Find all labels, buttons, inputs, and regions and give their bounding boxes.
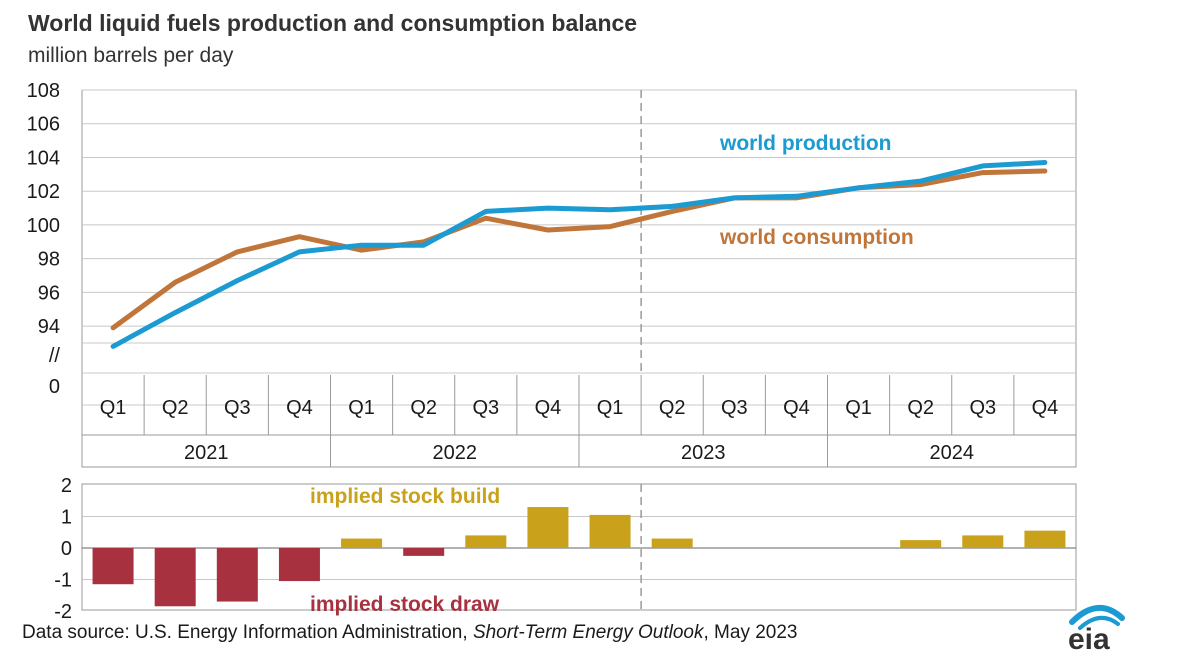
y-tick-label: 102: [27, 181, 60, 203]
bar-stock-draw: [403, 548, 445, 556]
year-label: 2024: [930, 442, 975, 464]
quarter-label: Q4: [535, 397, 562, 419]
source-suffix: , May 2023: [703, 622, 798, 643]
source-publication: Short-Term Energy Outlook: [472, 622, 704, 643]
y-tick-label: 0: [61, 538, 72, 560]
quarter-label: Q4: [1032, 397, 1059, 419]
data-source-note: Data source: U.S. Energy Information Adm…: [22, 622, 798, 644]
y-axis-break: //: [49, 345, 61, 367]
quarter-label: Q4: [286, 397, 313, 419]
series-label-production: world production: [719, 132, 891, 155]
bar-stock-build: [589, 514, 631, 548]
y-tick-label: 104: [27, 147, 60, 169]
top-y-axis: 108 106 104 102 100 98 96 94 // 0: [27, 80, 61, 398]
quarter-label: Q3: [721, 397, 748, 419]
y-tick-label: 0: [49, 376, 60, 398]
annotation-stock-draw: implied stock draw: [310, 593, 500, 616]
y-tick-label: 96: [38, 282, 60, 304]
quarter-label: Q2: [410, 397, 437, 419]
source-prefix: Data source: U.S. Energy Information Adm…: [22, 622, 473, 643]
bar-stock-build: [465, 535, 507, 548]
bottom-y-axis: 2 1 0 -1 -2: [54, 475, 72, 623]
bottom-plot-frame: [81, 483, 1077, 611]
series-line-production: [110, 160, 1048, 349]
year-label: 2022: [433, 442, 478, 464]
quarter-label: Q4: [783, 397, 810, 419]
y-tick-label: 2: [61, 475, 72, 497]
quarter-label: Q2: [659, 397, 686, 419]
top-gridlines: [81, 89, 1077, 468]
bar-stock-build: [1024, 530, 1066, 548]
series-label-consumption: world consumption: [719, 226, 914, 249]
bar-stock-build: [651, 538, 693, 548]
bar-stock-draw: [216, 548, 258, 602]
quarter-label: Q2: [907, 397, 934, 419]
quarter-label: Q1: [100, 397, 127, 419]
bottom-bars: [92, 507, 1066, 607]
bar-stock-draw: [278, 548, 320, 582]
year-label: 2021: [184, 442, 229, 464]
y-tick-label: -2: [54, 601, 72, 623]
quarter-label: Q1: [845, 397, 872, 419]
bar-stock-build: [962, 535, 1004, 548]
chart-subtitle: million barrels per day: [28, 44, 234, 67]
quarter-label: Q2: [162, 397, 189, 419]
y-tick-label: 100: [27, 215, 60, 237]
year-label: 2023: [681, 442, 726, 464]
bar-stock-draw: [92, 548, 134, 585]
y-tick-label: -1: [54, 570, 72, 592]
top-series-lines: [110, 160, 1048, 349]
chart-title: World liquid fuels production and consum…: [28, 10, 638, 36]
quarter-label: Q3: [969, 397, 996, 419]
bar-stock-build: [900, 540, 942, 548]
y-tick-label: 94: [38, 316, 60, 338]
quarter-label: Q1: [597, 397, 624, 419]
svg-text:eia: eia: [1068, 623, 1110, 652]
top-category-axis: Q1 Q2 Q3 Q4 Q1 Q2 Q3 Q4 Q1 Q2 Q3 Q4 Q1 Q2 Q3 Q4 2021 2022…: [100, 397, 1059, 464]
bar-stock-build: [341, 538, 383, 548]
bar-stock-draw: [154, 548, 196, 607]
eia-logo: eia: [1068, 605, 1125, 652]
bar-stock-build: [527, 507, 569, 548]
y-tick-label: 106: [27, 114, 60, 136]
quarter-label: Q3: [472, 397, 499, 419]
quarter-label: Q3: [224, 397, 251, 419]
y-tick-label: 98: [38, 249, 60, 271]
quarter-label: Q1: [348, 397, 375, 419]
y-tick-label: 108: [27, 80, 60, 102]
y-tick-label: 1: [61, 507, 72, 529]
annotation-stock-build: implied stock build: [310, 485, 500, 508]
series-line-consumption: [110, 168, 1048, 331]
